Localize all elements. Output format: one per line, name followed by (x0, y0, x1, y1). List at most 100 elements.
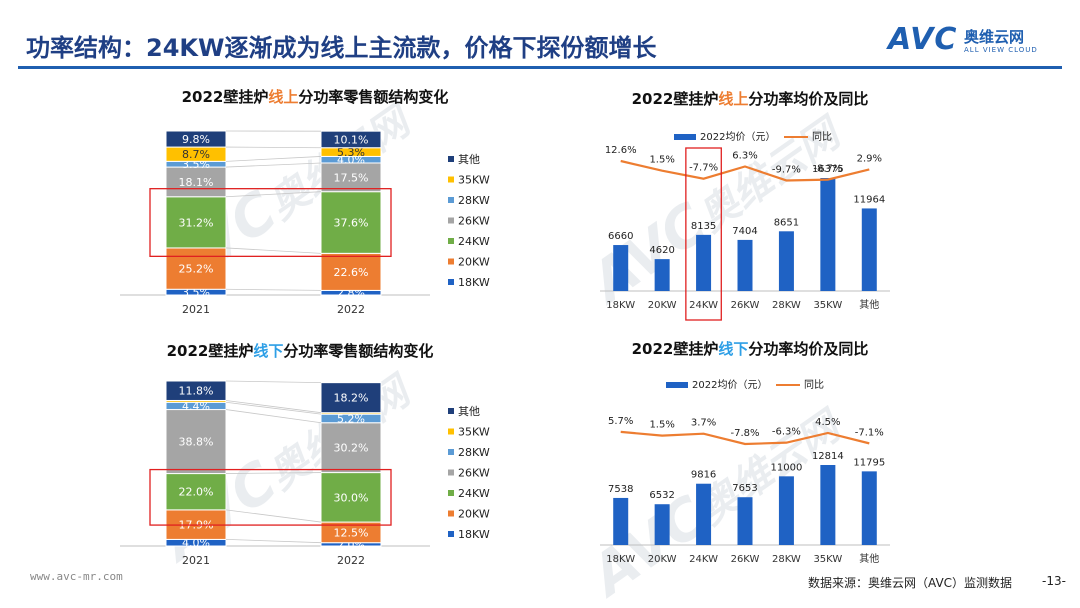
price-label-28KW: 8651 (774, 217, 799, 228)
yoy-label-24KW: -7.7% (689, 163, 718, 174)
data-label-24KW-2022: 37.6% (334, 217, 369, 230)
legend-swatch-24KW (448, 238, 454, 244)
yoy-label-20KW: 1.5% (649, 155, 674, 166)
data-label-20KW-2022: 12.5% (334, 526, 369, 539)
price-label-28KW: 11000 (771, 462, 803, 473)
x-tick-label-28KW: 28KW (772, 300, 801, 311)
bar-segment-其他-2021 (165, 380, 227, 401)
legend-swatch-28KW (448, 449, 454, 455)
connector-line-18KW (225, 539, 322, 544)
legend-swatch-26KW (448, 217, 454, 224)
legend-swatch-35KW (448, 428, 454, 435)
legend-label-20KW: 20KW (458, 508, 490, 521)
data-label-其他-2021: 9.8% (182, 133, 210, 146)
highlight-box-24KW (149, 468, 392, 526)
bar-segment-24KW-2022 (320, 191, 382, 254)
legend-label-yoy: 同比 (804, 379, 824, 391)
x-tick-label-18KW: 18KW (606, 300, 635, 311)
legend-label-其他: 其他 (458, 153, 480, 166)
yoy-label-28KW: -6.3% (772, 427, 801, 438)
data-label-其他-2021: 11.8% (179, 385, 214, 398)
bar-segment-其他-2022 (320, 130, 382, 149)
bar-segment-20KW-2021 (165, 247, 227, 290)
connector-line-35KW (225, 400, 322, 414)
legend-swatch-其他 (448, 156, 454, 162)
yoy-label-24KW: 3.7% (691, 418, 716, 429)
price-label-18KW: 6660 (608, 231, 633, 242)
yoy-line (620, 159, 870, 182)
x-tick-label-2021: 2021 (182, 554, 210, 567)
connector-line-18KW (225, 288, 322, 291)
connector-line-20KW (225, 247, 322, 254)
legend-label-其他: 其他 (458, 405, 480, 418)
yoy-label-20KW: 1.5% (649, 420, 674, 431)
online-share-title: 2022壁挂炉线上分功率零售额结构变化 (181, 88, 449, 106)
bar-segment-26KW-2022 (320, 162, 382, 193)
connector-line-28KW (225, 156, 322, 162)
legend-label-18KW: 18KW (458, 276, 490, 289)
data-label-26KW-2022: 17.5% (334, 171, 369, 184)
legend-label-price: 2022均价（元） (700, 131, 775, 143)
data-label-28KW-2022: 5.2% (337, 412, 365, 425)
data-label-28KW-2021: 4.4% (182, 400, 210, 413)
legend-swatch-18KW (448, 531, 454, 537)
title-divider (18, 66, 1062, 69)
connector-line-20KW (225, 509, 322, 523)
price-bar-26KW (737, 239, 753, 291)
logo-cn: 奥维云网 (964, 28, 1025, 46)
x-tick-label-24KW: 24KW (689, 300, 718, 311)
yoy-label-28KW: -9.7% (772, 164, 801, 175)
data-label-其他-2022: 10.1% (334, 133, 369, 146)
yoy-label-35KW: 4.5% (815, 417, 840, 428)
offline-share-chart: 4.0%17.9%22.0%38.8%4.4%11.8%20212.0%12.5… (120, 380, 490, 567)
legend-swatch-price (674, 134, 696, 140)
price-bar-20KW (654, 504, 670, 545)
yoy-label-其他: 2.9% (857, 153, 882, 164)
yoy-label-18KW: 5.7% (608, 416, 633, 427)
data-label-24KW-2022: 30.0% (334, 491, 369, 504)
data-label-28KW-2022: 4.0% (337, 154, 365, 167)
legend-swatch-其他 (448, 408, 454, 414)
price-label-26KW: 7404 (732, 226, 757, 237)
footer-url: www.avc-mr.com (30, 570, 123, 583)
online-share-panel: 2022壁挂炉线上分功率零售额结构变化 3.5% 25.2% 31.2% 18.1% 3… (0, 80, 540, 330)
price-bar-24KW (696, 483, 712, 545)
offline-price-chart: 2022均价（元） 同比 7538 18KW 5.7% 6532 20KW 1.5% 9816 2… (600, 379, 890, 565)
yoy-label-18KW: 12.6% (605, 145, 637, 156)
x-tick-label-其他: 其他 (859, 552, 879, 565)
x-tick-label-20KW: 20KW (648, 300, 677, 311)
bar-segment-其他-2022 (320, 382, 382, 414)
bar-segment-24KW-2021 (165, 473, 227, 511)
x-tick-label-24KW: 24KW (689, 554, 718, 565)
data-label-20KW-2022: 22.6% (334, 266, 369, 279)
price-bar-18KW (613, 245, 629, 291)
highlight-box-24KW (149, 188, 392, 257)
online-price-panel: 2022壁挂炉线上分功率均价及同比 2022均价（元） 同比 6660 18KW 12.… (560, 80, 1080, 330)
legend-swatch-28KW (448, 197, 454, 203)
legend-label-28KW: 28KW (458, 446, 490, 459)
bar-segment-其他-2021 (165, 130, 227, 148)
price-bar-其他 (861, 471, 877, 545)
legend-label-35KW: 35KW (458, 426, 490, 439)
yoy-label-35KW: -8.7% (813, 164, 842, 175)
connector-line-28KW (225, 401, 322, 415)
price-bar-其他 (861, 208, 877, 291)
x-tick-label-35KW: 35KW (813, 554, 842, 565)
data-label-20KW-2021: 25.2% (179, 263, 214, 276)
price-label-24KW: 9816 (691, 470, 716, 481)
x-tick-label-28KW: 28KW (772, 554, 801, 565)
data-label-26KW-2021: 38.8% (179, 436, 214, 449)
yoy-label-其他: -7.1% (855, 427, 884, 438)
yoy-line (620, 430, 870, 446)
data-label-18KW-2021: 4.0% (182, 537, 210, 550)
page-number: -13- (1042, 574, 1066, 588)
price-label-其他: 11795 (853, 457, 885, 468)
online-price-title: 2022壁挂炉线上分功率均价及同比 (631, 90, 869, 108)
legend-label-18KW: 18KW (458, 528, 490, 541)
legend-label-35KW: 35KW (458, 174, 490, 187)
price-label-35KW: 12814 (812, 451, 844, 462)
legend-swatch-price (666, 382, 688, 388)
price-bar-20KW (654, 259, 670, 291)
legend-swatch-24KW (448, 490, 454, 496)
connector-line-24KW (225, 191, 322, 198)
